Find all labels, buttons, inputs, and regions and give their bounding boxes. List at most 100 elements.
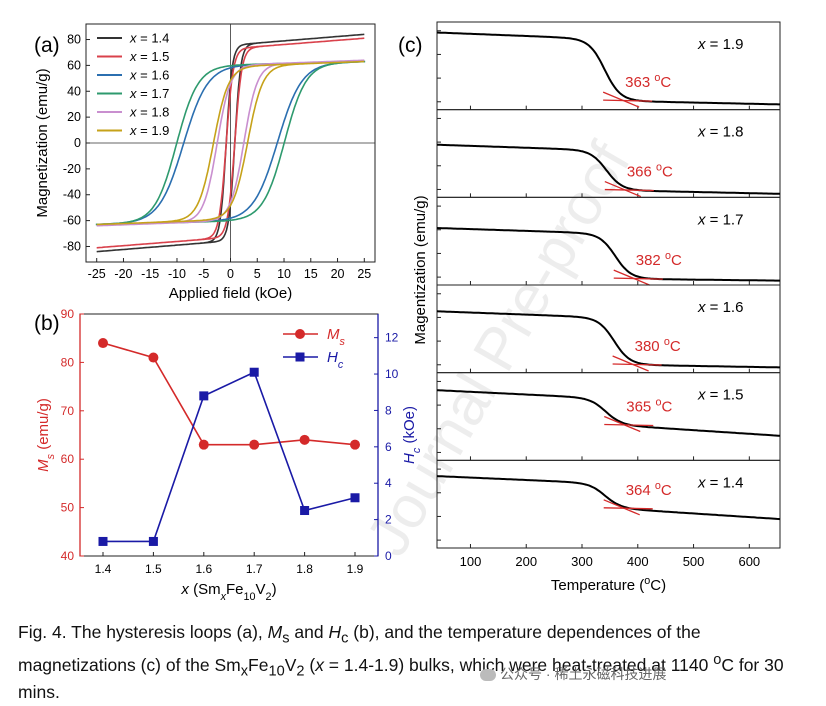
- marker-Ms: [198, 439, 209, 450]
- subplot-14: x = 1.4 364 oC: [436, 459, 781, 549]
- hysteresis-loop-15: [96, 37, 365, 249]
- y-tick-label-a: 20: [67, 110, 81, 124]
- x-tick-label-b: 1.6: [195, 562, 212, 576]
- y-tick-label-right-b: 0: [385, 549, 392, 563]
- y-tick-label-left-b: 40: [61, 549, 75, 563]
- x-tick-label-b: 1.4: [95, 562, 112, 576]
- figure-4: Journal Pre-proof -25 -20 -15 -10 -5 0 5 10 15 20…: [34, 21, 781, 603]
- legend-marker-b: [295, 329, 305, 339]
- x-tick-label-a: -20: [114, 267, 132, 281]
- y-tick-label-a: -40: [63, 188, 81, 202]
- legend-label-a: x = 1.4: [129, 31, 169, 46]
- composition-label: x = 1.8: [697, 124, 743, 141]
- tangent-line: [612, 363, 662, 366]
- subplot-15: x = 1.5 365 oC: [436, 372, 781, 461]
- curie-temperature-label: 363 oC: [625, 72, 671, 91]
- tangent-line: [613, 277, 663, 280]
- y-tick-label-a: 80: [67, 33, 81, 47]
- curie-temperature-label: 382 oC: [636, 250, 682, 269]
- hysteresis-loop-19: [96, 60, 365, 226]
- panel-label-c: (c): [398, 34, 423, 57]
- x-tick-label-a: 25: [357, 267, 371, 281]
- x-tick-label-c: 200: [515, 554, 537, 569]
- series-line-Hc: [103, 371, 356, 543]
- watermark-text: Journal Pre-proof: [353, 131, 643, 566]
- x-tick-label-b: 1.8: [296, 562, 313, 576]
- y-axis-title-c: Magentization (emu/g): [412, 195, 429, 344]
- tangent-line: [612, 355, 649, 372]
- x-axis-title-a: Applied field (kOe): [169, 285, 292, 302]
- y-tick-label-right-b: 2: [385, 513, 392, 527]
- y-tick-label-left-b: 50: [61, 501, 75, 515]
- y-tick-label-right-b: 4: [385, 476, 392, 490]
- tangent-line: [602, 91, 640, 108]
- y-tick-label-a: 60: [67, 58, 81, 72]
- x-tick-label-a: -5: [198, 267, 209, 281]
- x-axis-title-c: Temperature (oC): [551, 575, 666, 594]
- y-tick-label-a: 40: [67, 84, 81, 98]
- y-tick-label-left-b: 70: [61, 404, 75, 418]
- y-tick-label-a: -60: [63, 214, 81, 228]
- composition-label: x = 1.9: [697, 36, 743, 53]
- y-tick-label-right-b: 6: [385, 440, 392, 454]
- x-tick-label-b: 1.9: [347, 562, 364, 576]
- composition-label: x = 1.4: [697, 474, 743, 491]
- x-tick-label-a: -25: [88, 267, 106, 281]
- marker-Ms: [98, 338, 108, 349]
- tangent-line: [604, 188, 654, 192]
- y-tick-label-a: -80: [63, 239, 81, 253]
- panel-a-hysteresis: -25 -20 -15 -10 -5 0 5 10 15 20 25 -80 -60 -40 -20 0 20 4…: [34, 23, 376, 302]
- panel-label-a: (a): [34, 34, 60, 57]
- x-tick-label-a: -15: [141, 267, 159, 281]
- y-tick-label-left-b: 60: [61, 452, 75, 466]
- curie-temperature-label: 380 oC: [635, 336, 681, 355]
- legend-label-a: x = 1.6: [129, 68, 169, 83]
- y-axis-title-a: Magnetization (emu/g): [34, 68, 51, 217]
- marker-Ms: [299, 434, 310, 445]
- curie-temperature-label: 365 oC: [626, 397, 672, 416]
- tangent-line: [603, 99, 653, 102]
- figure-caption: Fig. 4. The hysteresis loops (a), Ms and…: [18, 622, 784, 702]
- y-tick-label-right-b: 12: [385, 331, 399, 345]
- y-tick-label-left-b: 90: [61, 307, 75, 321]
- marker-Hc: [300, 506, 310, 516]
- marker-Ms: [350, 439, 360, 450]
- y-tick-label-a: -20: [63, 162, 81, 176]
- tangent-line: [604, 423, 654, 427]
- tangent-line: [604, 180, 642, 198]
- legend-a: x = 1.4 x = 1.5 x = 1.6 x = 1.7 x = 1.8 x = 1…: [97, 31, 169, 138]
- marker-Hc: [98, 536, 108, 546]
- curie-temperature-label: 366 oC: [627, 162, 673, 181]
- composition-label: x = 1.5: [697, 387, 743, 404]
- x-axis-title-b: x (SmxFe10V2): [180, 581, 276, 603]
- hysteresis-loop-14: [96, 33, 365, 253]
- y-tick-label-right-b: 8: [385, 403, 392, 417]
- marker-Ms: [148, 352, 159, 363]
- wechat-icon: [480, 669, 496, 682]
- x-tick-label-a: 20: [331, 267, 345, 281]
- panel-label-b: (b): [34, 312, 60, 335]
- subplot-18: x = 1.8 366 oC: [436, 109, 781, 198]
- legend-label-b: Hc: [327, 349, 344, 371]
- y-axis-title-left-b: Ms (emu/g): [35, 398, 57, 472]
- x-tick-label-b: 1.5: [145, 562, 162, 576]
- x-tick-label-c: 400: [627, 554, 649, 569]
- marker-Hc: [350, 493, 360, 503]
- x-tick-label-a: 15: [304, 267, 318, 281]
- composition-label: x = 1.6: [697, 299, 743, 316]
- x-tick-label-a: 5: [254, 267, 261, 281]
- wechat-tag: 公众号 · 稀土永磁科技进展: [480, 664, 666, 684]
- tangent-line: [603, 507, 653, 510]
- x-tick-label-a: 10: [277, 267, 291, 281]
- subplot-19: x = 1.9 363 oC: [436, 21, 781, 111]
- x-tick-label-c: 600: [738, 554, 760, 569]
- x-tick-label-c: 500: [683, 554, 705, 569]
- legend-label-a: x = 1.7: [129, 86, 169, 101]
- x-tick-label-c: 300: [571, 554, 593, 569]
- mt-curve: [436, 143, 780, 195]
- x-tick-label-a: 0: [227, 267, 234, 281]
- marker-Hc: [249, 367, 259, 377]
- legend-label-a: x = 1.5: [129, 49, 169, 64]
- composition-label: x = 1.7: [697, 211, 743, 228]
- marker-Hc: [148, 536, 158, 546]
